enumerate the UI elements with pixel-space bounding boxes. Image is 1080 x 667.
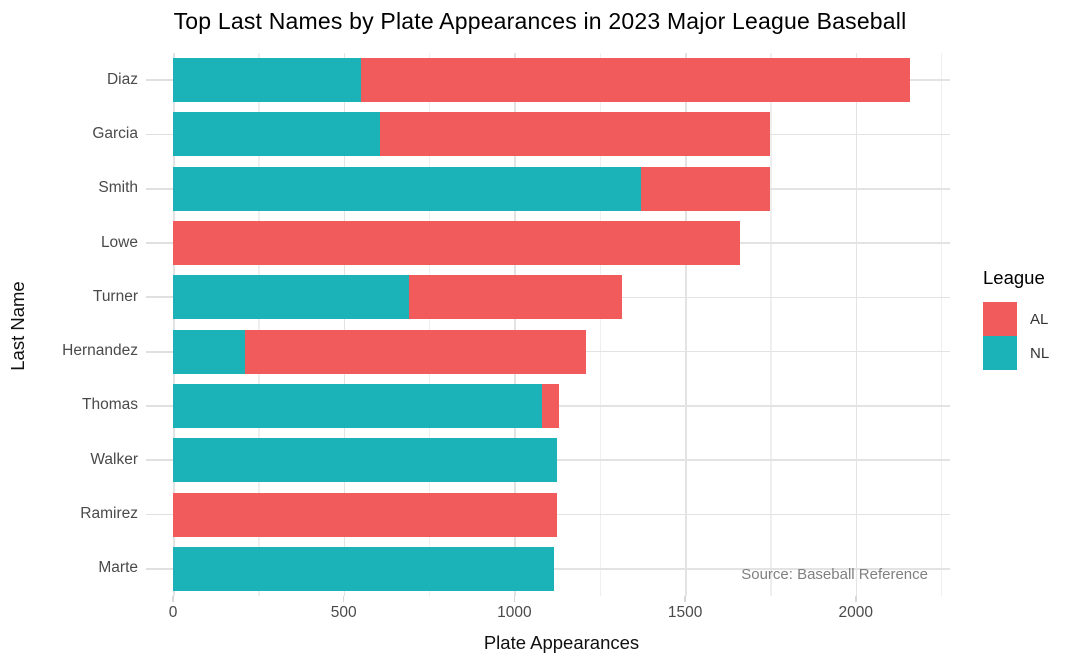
x-axis-tick: [513, 596, 516, 602]
y-axis-tick: [146, 79, 173, 82]
bar-diaz-al: [360, 58, 911, 103]
bar-thomas-al: [541, 383, 559, 428]
y-tick-label-garcia: Garcia: [92, 124, 138, 142]
gridline-minor: [429, 53, 431, 596]
gridline-major: [514, 53, 516, 596]
x-axis-title: Plate Appearances: [483, 632, 640, 653]
gridline-major: [173, 53, 175, 596]
gridline-minor: [941, 53, 943, 596]
chart-title: Top Last Names by Plate Appearances in 2…: [173, 8, 907, 34]
bar-turner-al: [408, 275, 622, 320]
bar-lowe-al: [173, 221, 740, 266]
gridline-minor: [770, 53, 772, 596]
y-tick-label-walker: Walker: [90, 450, 138, 468]
gridline-category: [173, 405, 950, 407]
x-axis-tick: [684, 596, 686, 602]
y-axis-title: Last Name: [7, 281, 28, 371]
y-tick-label-turner: Turner: [92, 287, 138, 305]
y-axis-tick: [146, 242, 173, 244]
bar-garcia-nl: [173, 112, 380, 157]
x-tick-label-1500: 1500: [667, 604, 703, 621]
legend: League AL NL: [983, 267, 1049, 370]
y-axis-tick: [146, 350, 173, 353]
legend-entry-al: AL: [983, 302, 1049, 336]
gridline-major: [685, 53, 687, 596]
bar-turner-nl: [173, 275, 409, 320]
y-axis-tick: [146, 459, 173, 462]
y-tick-label-thomas: Thomas: [82, 396, 138, 414]
bar-smith-nl: [173, 166, 641, 211]
source-note: Source: Baseball Reference: [741, 566, 928, 583]
gridline-minor: [258, 53, 260, 596]
x-tick-label-2000: 2000: [838, 604, 873, 621]
plot-panel: [173, 53, 950, 596]
y-tick-label-hernandez: Hernandez: [62, 342, 138, 360]
y-axis-tick: [146, 567, 173, 570]
x-axis-tick: [342, 596, 345, 602]
bar-diaz-nl: [173, 58, 361, 103]
y-tick-label-smith: Smith: [98, 179, 138, 197]
gridline-major: [855, 53, 858, 596]
legend-label-nl: NL: [1030, 344, 1050, 362]
bar-smith-al: [640, 166, 771, 211]
gridline-minor: [599, 53, 601, 596]
x-axis-tick: [854, 596, 857, 602]
gridline-category: [173, 568, 950, 570]
x-tick-label-0: 0: [168, 604, 178, 621]
y-axis-tick: [146, 513, 173, 516]
x-tick-label-1000: 1000: [497, 604, 532, 621]
gridline-category: [173, 513, 950, 516]
bar-garcia-al: [379, 112, 771, 157]
legend-label-al: AL: [1030, 310, 1049, 328]
bar-hernandez-al: [244, 329, 587, 374]
y-axis-tick: [146, 187, 173, 190]
legend-entry-nl: NL: [983, 336, 1049, 370]
y-axis-tick: [146, 405, 173, 407]
bar-thomas-nl: [173, 383, 542, 428]
legend-swatch-al: [983, 302, 1017, 336]
y-tick-label-ramirez: Ramirez: [80, 505, 138, 523]
x-axis-tick: [172, 596, 174, 602]
bar-ramirez-al: [173, 492, 558, 537]
y-tick-label-lowe: Lowe: [100, 233, 138, 251]
y-axis-tick: [146, 133, 173, 136]
y-tick-label-marte: Marte: [98, 559, 138, 577]
gridline-major: [343, 53, 346, 596]
legend-swatch-nl: [983, 336, 1017, 370]
x-tick-label-500: 500: [330, 604, 357, 621]
y-axis-tick: [146, 296, 173, 299]
bar-marte-nl: [173, 546, 554, 591]
bar-walker-nl: [173, 438, 558, 483]
y-tick-label-diaz: Diaz: [106, 70, 138, 88]
gridline-category: [173, 459, 950, 462]
legend-title: League: [983, 267, 1045, 288]
bar-hernandez-nl: [173, 329, 245, 374]
